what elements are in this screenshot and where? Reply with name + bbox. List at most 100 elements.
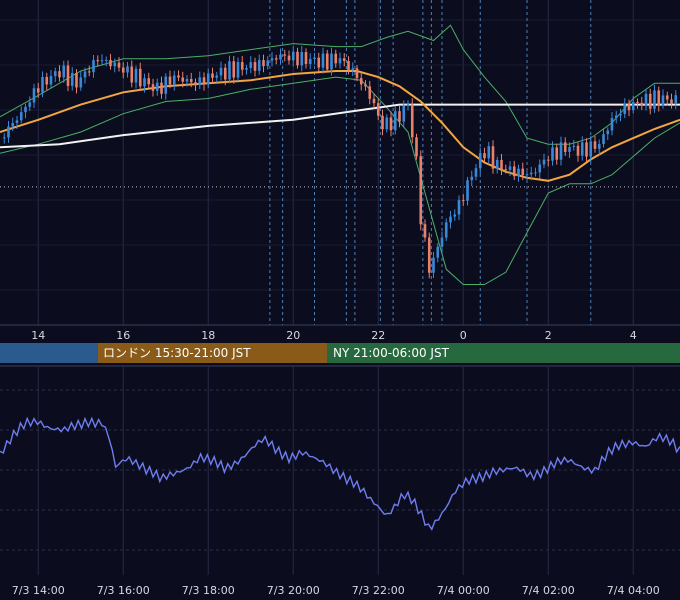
oscillator-series (0, 416, 680, 531)
candle-body-46 (198, 77, 202, 86)
candle-body-88 (376, 103, 380, 116)
candle-body-17 (75, 72, 78, 88)
candle-body-25 (109, 59, 112, 67)
candle-body-81 (347, 60, 350, 70)
candle-body-23 (100, 60, 104, 62)
main-x-tick-6: 2 (545, 329, 552, 342)
candle-body-123 (525, 174, 529, 176)
candles (2, 45, 678, 279)
candle-body-91 (389, 117, 393, 131)
session-bar-london: ロンドン 15:30-21:00 JST (98, 343, 327, 363)
candle-body-95 (406, 104, 410, 106)
candle-body-22 (96, 60, 100, 62)
candle-body-35 (151, 84, 155, 91)
osc-x-tick-1: 7/3 16:00 (97, 584, 150, 597)
candle-body-125 (534, 172, 537, 174)
candle-body-122 (521, 168, 525, 176)
candle-body-142 (606, 130, 610, 135)
candle-body-126 (538, 164, 542, 173)
candle-body-124 (529, 172, 533, 175)
session-bar-ny: NY 21:00-06:00 JST (327, 343, 680, 363)
candle-body-11 (49, 76, 53, 85)
candle-body-94 (402, 105, 406, 122)
candle-body-65 (279, 54, 282, 60)
bollinger-upper-line (0, 24, 680, 145)
candle-body-83 (355, 68, 359, 79)
main-x-tick-2: 18 (201, 329, 215, 342)
candle-body-1 (7, 126, 10, 138)
candle-body-37 (160, 82, 163, 94)
candle-body-117 (500, 159, 503, 170)
candle-body-104 (444, 222, 448, 238)
oscillator-x-ticks: 7/3 14:00 7/3 16:00 7/3 18:00 7/3 20:00 7/3 … (12, 584, 660, 597)
candle-body-5 (24, 106, 27, 113)
candle-body-84 (359, 78, 363, 85)
candle-body-29 (126, 66, 129, 73)
candle-body-97 (415, 137, 418, 157)
candle-body-40 (172, 75, 176, 85)
candle-body-121 (517, 168, 520, 177)
candle-body-79 (338, 58, 342, 64)
candle-body-75 (321, 53, 325, 68)
candle-body-158 (674, 95, 678, 104)
candle-body-16 (70, 72, 74, 86)
candle-body-107 (457, 200, 461, 215)
osc-x-tick-3: 7/3 20:00 (267, 584, 320, 597)
candle-body-120 (512, 166, 516, 177)
candle-body-71 (304, 52, 308, 64)
main-grid (0, 0, 680, 325)
candle-body-68 (291, 51, 295, 61)
candle-body-143 (610, 118, 614, 131)
candle-body-131 (559, 142, 563, 160)
osc-x-tick-4: 7/3 22:00 (352, 584, 405, 597)
candle-body-114 (487, 146, 491, 159)
candle-body-155 (661, 95, 665, 106)
candle-body-74 (317, 57, 321, 68)
candle-body-102 (436, 246, 440, 258)
candle-body-49 (211, 73, 214, 78)
candle-body-57 (245, 68, 248, 70)
candle-body-116 (495, 159, 499, 169)
candle-body-77 (330, 53, 333, 70)
candle-body-128 (546, 159, 550, 161)
candle-body-48 (206, 73, 210, 85)
main-x-tick-5: 0 (460, 329, 467, 342)
candle-body-62 (266, 60, 270, 67)
candle-body-67 (287, 55, 291, 61)
candle-body-72 (308, 58, 312, 64)
candle-body-10 (45, 76, 49, 85)
candle-body-44 (189, 78, 193, 83)
candle-body-82 (351, 68, 355, 70)
oscillator-grid (0, 367, 680, 575)
candle-body-157 (670, 99, 673, 104)
candle-body-146 (623, 103, 627, 115)
candle-body-133 (568, 146, 571, 152)
candle-body-28 (121, 67, 125, 73)
candle-body-80 (342, 58, 346, 61)
candle-body-47 (202, 77, 206, 85)
candle-body-136 (580, 142, 584, 156)
osc-x-tick-0: 7/3 14:00 (12, 584, 65, 597)
candle-body-99 (423, 224, 427, 238)
candle-body-33 (143, 78, 146, 87)
candle-body-139 (593, 141, 597, 149)
candle-body-148 (631, 101, 635, 111)
osc-x-tick-5: 7/4 00:00 (437, 584, 490, 597)
osc-x-tick-7: 7/4 04:00 (607, 584, 660, 597)
candle-body-119 (508, 166, 512, 170)
candle-body-115 (491, 146, 495, 169)
candle-body-98 (419, 156, 423, 225)
candle-body-9 (41, 76, 44, 93)
candle-body-156 (665, 95, 669, 100)
candle-body-154 (657, 90, 661, 106)
candle-body-34 (147, 78, 151, 85)
candle-body-92 (393, 111, 397, 131)
candle-body-50 (215, 75, 219, 78)
candle-body-31 (134, 68, 138, 83)
candle-body-43 (185, 78, 189, 82)
session-bar-tokyo (0, 343, 98, 363)
moving-averages (0, 70, 680, 182)
candle-body-24 (104, 59, 108, 61)
candle-body-129 (551, 147, 554, 161)
